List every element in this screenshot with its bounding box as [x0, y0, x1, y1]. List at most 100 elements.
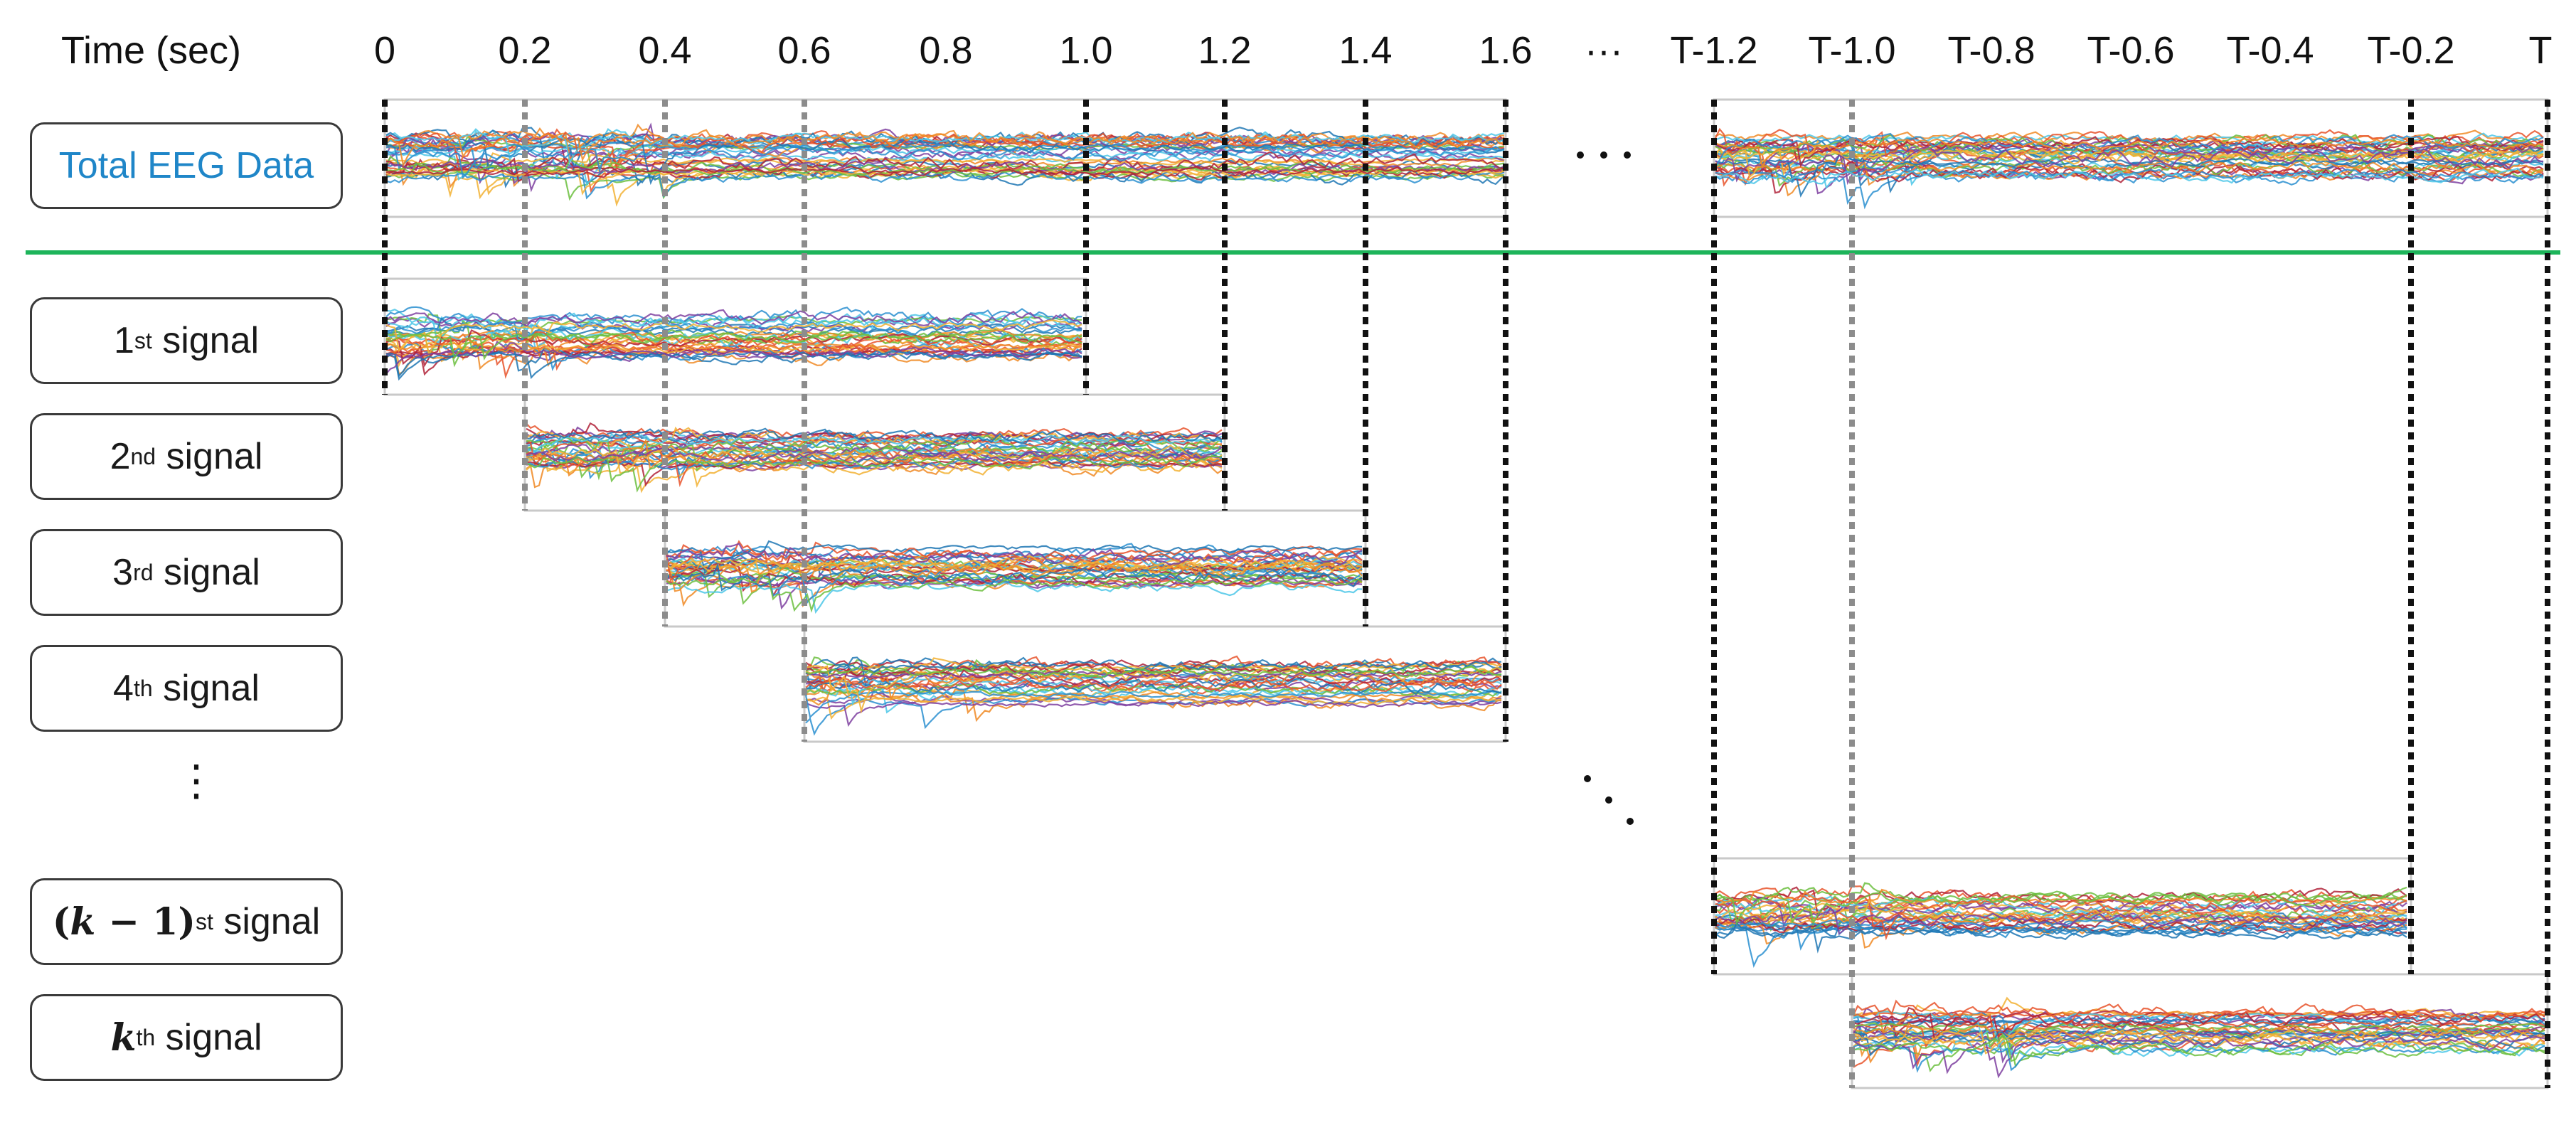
tick-label: 0.2 [498, 29, 552, 72]
eeg-trace [526, 455, 1223, 493]
eeg-trace [666, 562, 1363, 592]
tick-label: T-0.8 [1947, 29, 2035, 72]
eeg-trace [1715, 154, 2544, 198]
variable-k: k [110, 1015, 137, 1060]
eeg-trace [526, 434, 1223, 472]
eeg-trace [1853, 999, 2545, 1025]
eeg-trace [1853, 1014, 2545, 1049]
eeg-trace [1853, 1027, 2545, 1057]
tick-label: 0.4 [638, 29, 692, 72]
signal-3-panel-traces [665, 540, 1363, 614]
horizontal-ellipsis-dot [1600, 151, 1607, 159]
eeg-trace [385, 332, 1082, 361]
minus-one: − 1 [95, 900, 179, 944]
tick-label: 1.4 [1338, 29, 1393, 72]
paren-open: ( [52, 900, 70, 944]
eeg-trace [805, 683, 1502, 715]
eeg-trace [1715, 907, 2407, 936]
tick-label: T-0.4 [2226, 29, 2314, 72]
eeg-trace [385, 350, 1082, 381]
eeg-trace [805, 676, 1502, 693]
eeg-trace [1715, 167, 2544, 185]
eeg-trace [666, 560, 1363, 593]
eeg-trace [666, 555, 1363, 569]
tick-label: 0.6 [777, 29, 831, 72]
eeg-trace [1853, 1007, 2545, 1042]
eeg-trace [666, 540, 1363, 575]
horizontal-ellipsis-dot [1577, 151, 1584, 159]
tick-label: 1.0 [1059, 29, 1113, 72]
eeg-trace [666, 574, 1363, 613]
signal-4-index: 4 [113, 668, 134, 709]
signal-2-panel-traces [526, 422, 1223, 494]
tick-label: T-1.0 [1808, 29, 1896, 72]
eeg-trace [1715, 912, 2407, 931]
eeg-trace [1715, 924, 2407, 941]
diagonal-ellipsis-dot [1605, 796, 1612, 804]
eeg-trace [666, 541, 1363, 574]
eeg-trace [1715, 882, 2407, 906]
tick-label: 1.6 [1479, 29, 1533, 72]
eeg-trace [526, 447, 1223, 465]
signal-k-word: signal [155, 1017, 262, 1058]
signal-2-word: signal [156, 436, 263, 477]
eeg-trace [666, 580, 1363, 614]
eeg-trace [805, 666, 1502, 678]
signal-k-minus-1-word: signal [213, 901, 321, 942]
eeg-trace [1853, 1022, 2545, 1039]
eeg-trace [526, 459, 1223, 494]
diagonal-ellipsis-dot [1627, 818, 1634, 825]
eeg-trace [1853, 1039, 2545, 1072]
eeg-trace [1715, 892, 2407, 926]
eeg-trace [385, 319, 1082, 357]
eeg-trace [806, 675, 1502, 706]
eeg-trace [526, 427, 1223, 444]
tick-label: T-0.6 [2087, 29, 2175, 72]
tick-label: 1.2 [1198, 29, 1252, 72]
eeg-trace [1715, 899, 2407, 922]
eeg-trace [1715, 161, 2544, 182]
eeg-trace [1853, 1028, 2545, 1055]
paren-close: ) [178, 900, 196, 944]
eeg-trace [385, 165, 1505, 176]
signal-3-index: 3 [112, 552, 134, 593]
signal-k-minus-1-panel-frame [1713, 857, 2412, 976]
eeg-trace [1853, 1022, 2545, 1048]
eeg-trace [666, 543, 1363, 566]
eeg-trace [1853, 1035, 2545, 1079]
horizontal-ellipsis-dot [1624, 151, 1631, 159]
eeg-trace [804, 689, 1502, 719]
signal-1-word: signal [151, 320, 260, 361]
eeg-trace [1715, 921, 2407, 954]
time-axis-label: Time (sec) [61, 29, 241, 72]
eeg-trace [385, 128, 1505, 165]
eeg-trace [666, 567, 1363, 604]
total-eeg-panel-left-traces [385, 122, 1505, 207]
eeg-trace [526, 447, 1223, 464]
signal-2-index: 2 [110, 436, 131, 477]
eeg-trace [665, 540, 1363, 582]
eeg-trace [385, 171, 1505, 200]
eeg-trace [804, 656, 1502, 689]
eeg-trace [805, 699, 1502, 727]
eeg-trace [385, 134, 1505, 186]
signal-k-label: k th signal [30, 994, 343, 1081]
signal-3-word: signal [153, 552, 260, 593]
eeg-trace [385, 331, 1082, 351]
eeg-trace [1853, 1033, 2545, 1062]
tick-label: 0 [373, 29, 396, 72]
eeg-trace [385, 129, 1505, 168]
signal-1-panel-traces [385, 306, 1082, 381]
signal-4-word: signal [152, 668, 260, 709]
tick-label: T [2528, 29, 2553, 72]
diagonal-ellipsis-dot [1584, 775, 1591, 782]
vertical-ellipsis: ⋮ [175, 757, 218, 804]
eeg-trace [385, 346, 1082, 378]
signal-k-minus-1-panel-traces [1715, 882, 2407, 968]
